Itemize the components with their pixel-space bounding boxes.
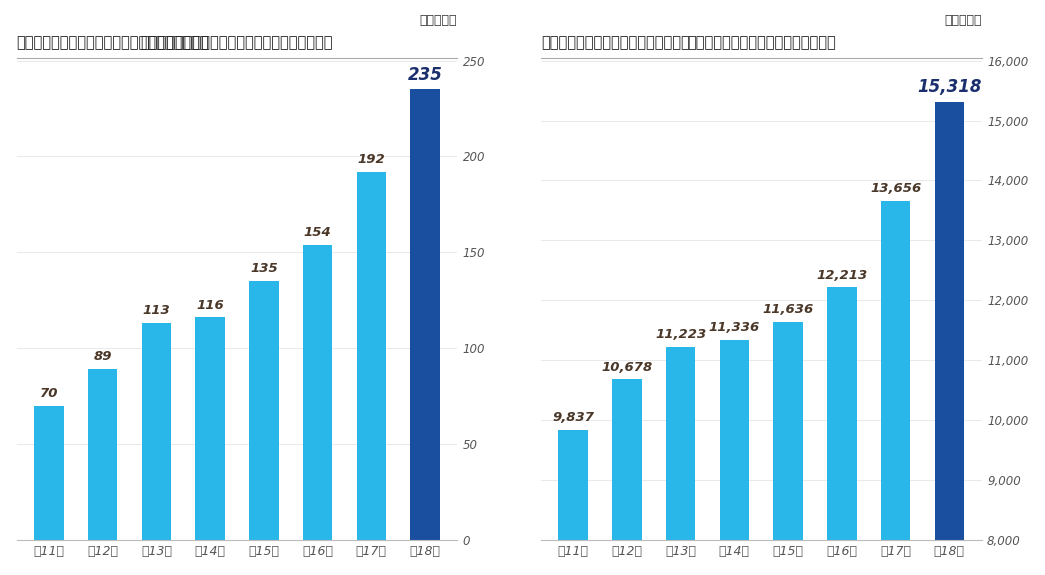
Bar bbox=[303, 244, 332, 540]
Bar bbox=[827, 288, 857, 575]
Text: 116: 116 bbox=[196, 299, 224, 312]
Bar bbox=[773, 322, 803, 575]
Title: 加盟店舗数の推移（各期８月末時点）: 加盟店舗数の推移（各期８月末時点） bbox=[687, 34, 836, 50]
Text: 11,636: 11,636 bbox=[763, 303, 814, 316]
Text: 9,837: 9,837 bbox=[552, 411, 595, 424]
Title: アクティブユーザー数の推移（各期８月末時点）: アクティブユーザー数の推移（各期８月末時点） bbox=[141, 34, 333, 50]
Text: 12,213: 12,213 bbox=[816, 269, 867, 282]
Text: 10,678: 10,678 bbox=[601, 361, 652, 374]
Bar bbox=[934, 102, 965, 575]
Text: 加盟店舗数の推移（各期８月末時点）: 加盟店舗数の推移（各期８月末時点） bbox=[541, 34, 690, 50]
Bar bbox=[558, 430, 588, 575]
Bar bbox=[34, 405, 64, 540]
Bar bbox=[142, 323, 171, 540]
Text: 192: 192 bbox=[357, 153, 386, 166]
Text: 13,656: 13,656 bbox=[869, 182, 922, 196]
Text: 11,223: 11,223 bbox=[655, 328, 706, 341]
Text: 154: 154 bbox=[304, 226, 331, 239]
Bar bbox=[88, 369, 117, 540]
Bar bbox=[720, 340, 749, 575]
Text: アクティブユーザー数の推移（各期８月末時点）: アクティブユーザー数の推移（各期８月末時点） bbox=[17, 34, 209, 50]
Text: 70: 70 bbox=[40, 387, 59, 400]
Bar bbox=[881, 201, 910, 575]
Bar bbox=[612, 380, 642, 575]
Bar bbox=[411, 89, 440, 540]
Text: 89: 89 bbox=[93, 350, 112, 363]
Text: 235: 235 bbox=[408, 66, 442, 83]
Text: 15,318: 15,318 bbox=[918, 78, 981, 96]
Bar bbox=[356, 172, 386, 540]
Text: 単位：店舗: 単位：店舗 bbox=[944, 14, 981, 27]
Bar bbox=[666, 347, 695, 575]
Text: 135: 135 bbox=[250, 262, 278, 275]
Text: 11,336: 11,336 bbox=[709, 321, 760, 334]
Bar bbox=[249, 281, 279, 540]
Text: 単位：万人: 単位：万人 bbox=[420, 14, 458, 27]
Text: 113: 113 bbox=[142, 305, 170, 317]
Bar bbox=[195, 317, 225, 540]
